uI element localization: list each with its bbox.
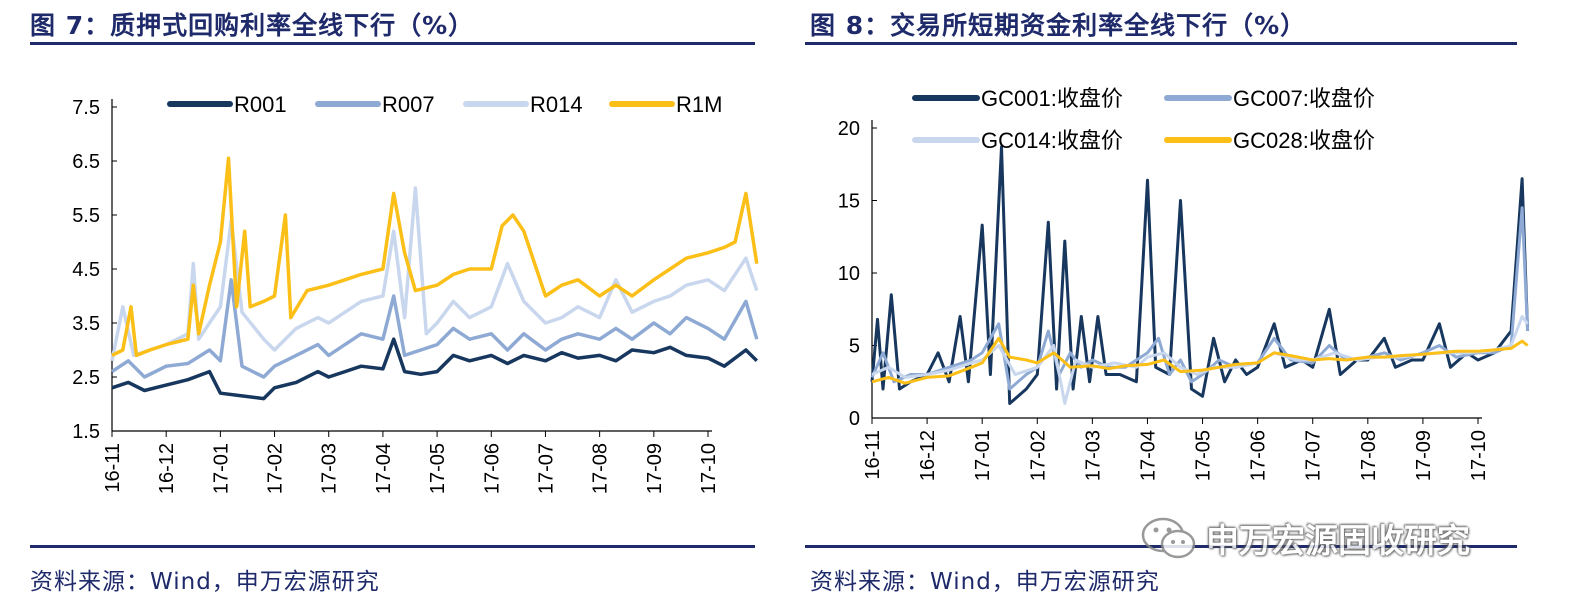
fig8-y-tick-label: 10 <box>838 263 860 285</box>
fig7-x-tick-label: 17-04 <box>373 443 395 494</box>
fig7-x-tick-label: 16-12 <box>156 443 178 494</box>
fig8-series-gc001-line <box>870 145 1530 405</box>
fig8-x-tick-label: 16-12 <box>917 430 939 481</box>
watermark-text: 申万宏源固收研究 <box>1206 521 1470 560</box>
figure-7-bottom-rule <box>30 545 755 548</box>
fig8-series-gc028-line <box>871 336 1529 385</box>
fig7-legend-label: R1M <box>676 92 722 117</box>
fig7-x-tick-label: 17-02 <box>265 443 287 494</box>
fig8-x-tick-label: 17-02 <box>1027 430 1049 481</box>
fig8-y-tick-label: 20 <box>838 118 860 140</box>
fig8-x-tick-label: 17-03 <box>1082 430 1104 481</box>
fig8-x-tick-label: 17-04 <box>1137 430 1159 481</box>
figure-7-chart: 1.5 2.5 3.5 4.5 5.5 6.5 7.5 16-11 16-12 17-01 17-0… <box>72 92 759 494</box>
fig8-y-tick-label: 0 <box>849 408 860 430</box>
fig8-legend-label: GC014:收盘价 <box>981 128 1123 153</box>
fig8-y-tick-label: 15 <box>838 191 860 213</box>
fig7-y-tick-label: 3.5 <box>72 313 100 335</box>
fig8-x-tick-label: 17-07 <box>1303 430 1325 481</box>
figure-8-title: 图 8：交易所短期资金利率全线下行（%） <box>810 11 1307 40</box>
fig7-y-tick-label: 4.5 <box>72 259 100 281</box>
fig8-legend-label: GC001:收盘价 <box>981 86 1123 111</box>
fig7-x-tick-label: 17-07 <box>535 443 557 494</box>
fig7-legend-label: R007 <box>382 92 435 117</box>
fig8-x-tick-label: 17-10 <box>1468 430 1490 481</box>
fig8-x-tick-label: 17-06 <box>1248 430 1270 481</box>
figure-7-source: 资料来源：Wind，申万宏源研究 <box>30 569 380 595</box>
fig7-y-tick-label: 2.5 <box>72 367 100 389</box>
wechat-icon <box>1141 517 1196 559</box>
fig8-legend-label: GC028:收盘价 <box>1233 128 1375 153</box>
fig7-y-tick-label: 1.5 <box>72 421 100 443</box>
figure-7-top-rule <box>30 42 755 45</box>
figure-7-panel: 图 7：质押式回购利率全线下行（%） 1.5 2.5 3.5 4.5 5.5 6.5 7.5… <box>0 0 790 615</box>
watermark: 申万宏源固收研究 <box>1140 513 1470 563</box>
figure-8-top-rule <box>805 42 1517 45</box>
fig7-series-r007-line <box>111 278 759 379</box>
fig7-x-tick-label: 17-06 <box>481 443 503 494</box>
fig7-legend-label: R014 <box>530 92 583 117</box>
fig7-y-tick-label: 6.5 <box>72 151 100 173</box>
fig8-x-tick-label: 17-09 <box>1413 430 1435 481</box>
fig7-x-tick-label: 17-10 <box>698 443 720 494</box>
fig7-x-tick-label: 17-05 <box>427 443 449 494</box>
figure-8-source: 资料来源：Wind，申万宏源研究 <box>810 569 1160 595</box>
fig7-x-tick-label: 16-11 <box>102 443 124 493</box>
fig7-series-r1m-line <box>111 156 759 358</box>
fig8-x-tick-label: 17-08 <box>1358 430 1380 481</box>
fig8-y-tick-label: 5 <box>849 336 860 358</box>
fig7-x-tick-label: 17-08 <box>590 443 612 494</box>
fig7-y-tick-label: 5.5 <box>72 205 100 227</box>
figure-7-title: 图 7：质押式回购利率全线下行（%） <box>30 11 475 40</box>
fig7-x-tick-label: 17-01 <box>210 443 232 494</box>
fig7-series-r014-line <box>110 186 759 362</box>
fig7-x-tick-label: 17-03 <box>319 443 341 494</box>
fig7-series-r001-line <box>111 337 759 401</box>
fig8-x-tick-label: 17-01 <box>972 430 994 481</box>
fig7-legend-label: R001 <box>234 92 287 117</box>
fig7-y-tick-label: 7.5 <box>72 97 100 119</box>
fig7-x-tick-label: 17-09 <box>644 443 666 494</box>
figure-8-chart: 0 5 10 15 20 16-11 16-12 17-01 17-02 17-03 17-04 17… <box>838 86 1530 481</box>
fig8-x-tick-label: 16-11 <box>862 430 884 480</box>
fig8-x-tick-label: 17-05 <box>1193 430 1215 481</box>
fig8-legend-label: GC007:收盘价 <box>1233 86 1375 111</box>
